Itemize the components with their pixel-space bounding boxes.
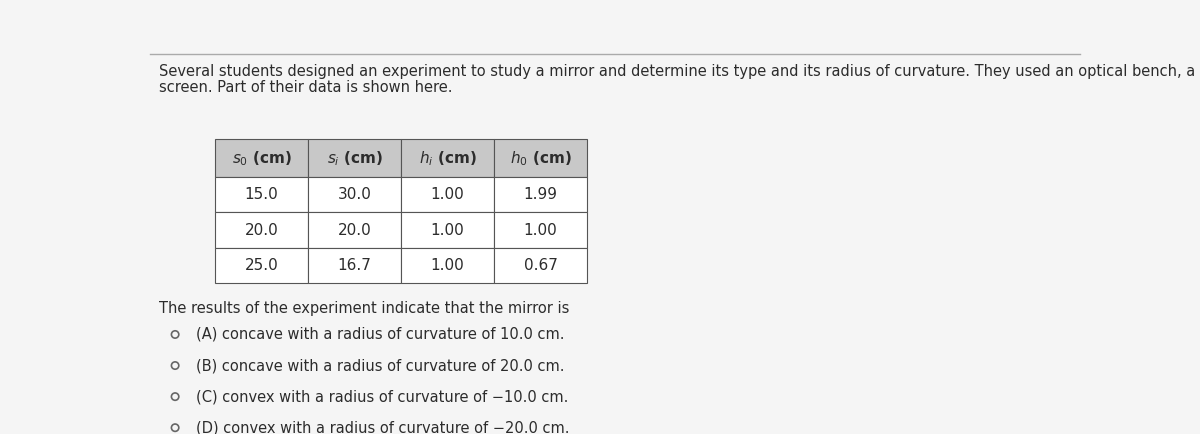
Text: 20.0: 20.0 bbox=[337, 223, 372, 237]
Text: screen. Part of their data is shown here.: screen. Part of their data is shown here… bbox=[160, 80, 452, 95]
Text: 30.0: 30.0 bbox=[337, 187, 372, 202]
Text: 1.99: 1.99 bbox=[523, 187, 558, 202]
FancyBboxPatch shape bbox=[401, 213, 494, 247]
Text: 1.00: 1.00 bbox=[431, 187, 464, 202]
Text: 25.0: 25.0 bbox=[245, 258, 278, 273]
FancyBboxPatch shape bbox=[215, 247, 308, 283]
Text: (A) concave with a radius of curvature of 10.0 cm.: (A) concave with a radius of curvature o… bbox=[196, 327, 564, 342]
Text: (D) convex with a radius of curvature of −20.0 cm.: (D) convex with a radius of curvature of… bbox=[196, 420, 569, 434]
Text: The results of the experiment indicate that the mirror is: The results of the experiment indicate t… bbox=[160, 301, 570, 316]
FancyBboxPatch shape bbox=[494, 247, 587, 283]
Text: 0.67: 0.67 bbox=[523, 258, 558, 273]
Text: 1.00: 1.00 bbox=[431, 258, 464, 273]
FancyBboxPatch shape bbox=[215, 213, 308, 247]
Text: 15.0: 15.0 bbox=[245, 187, 278, 202]
Text: 1.00: 1.00 bbox=[431, 223, 464, 237]
Text: 1.00: 1.00 bbox=[523, 223, 558, 237]
Text: $h_i$ (cm): $h_i$ (cm) bbox=[419, 149, 476, 168]
FancyBboxPatch shape bbox=[215, 139, 308, 178]
FancyBboxPatch shape bbox=[308, 178, 401, 213]
Text: 20.0: 20.0 bbox=[245, 223, 278, 237]
Text: $s_0$ (cm): $s_0$ (cm) bbox=[232, 149, 292, 168]
FancyBboxPatch shape bbox=[215, 178, 308, 213]
Text: (B) concave with a radius of curvature of 20.0 cm.: (B) concave with a radius of curvature o… bbox=[196, 358, 564, 373]
Text: 16.7: 16.7 bbox=[337, 258, 372, 273]
Text: (C) convex with a radius of curvature of −10.0 cm.: (C) convex with a radius of curvature of… bbox=[196, 389, 568, 404]
FancyBboxPatch shape bbox=[308, 139, 401, 178]
FancyBboxPatch shape bbox=[308, 213, 401, 247]
FancyBboxPatch shape bbox=[494, 213, 587, 247]
Text: $s_i$ (cm): $s_i$ (cm) bbox=[326, 149, 383, 168]
FancyBboxPatch shape bbox=[494, 139, 587, 178]
FancyBboxPatch shape bbox=[401, 247, 494, 283]
FancyBboxPatch shape bbox=[401, 139, 494, 178]
Text: $h_0$ (cm): $h_0$ (cm) bbox=[510, 149, 571, 168]
FancyBboxPatch shape bbox=[308, 247, 401, 283]
FancyBboxPatch shape bbox=[494, 178, 587, 213]
FancyBboxPatch shape bbox=[401, 178, 494, 213]
Text: Several students designed an experiment to study a mirror and determine its type: Several students designed an experiment … bbox=[160, 64, 1200, 79]
